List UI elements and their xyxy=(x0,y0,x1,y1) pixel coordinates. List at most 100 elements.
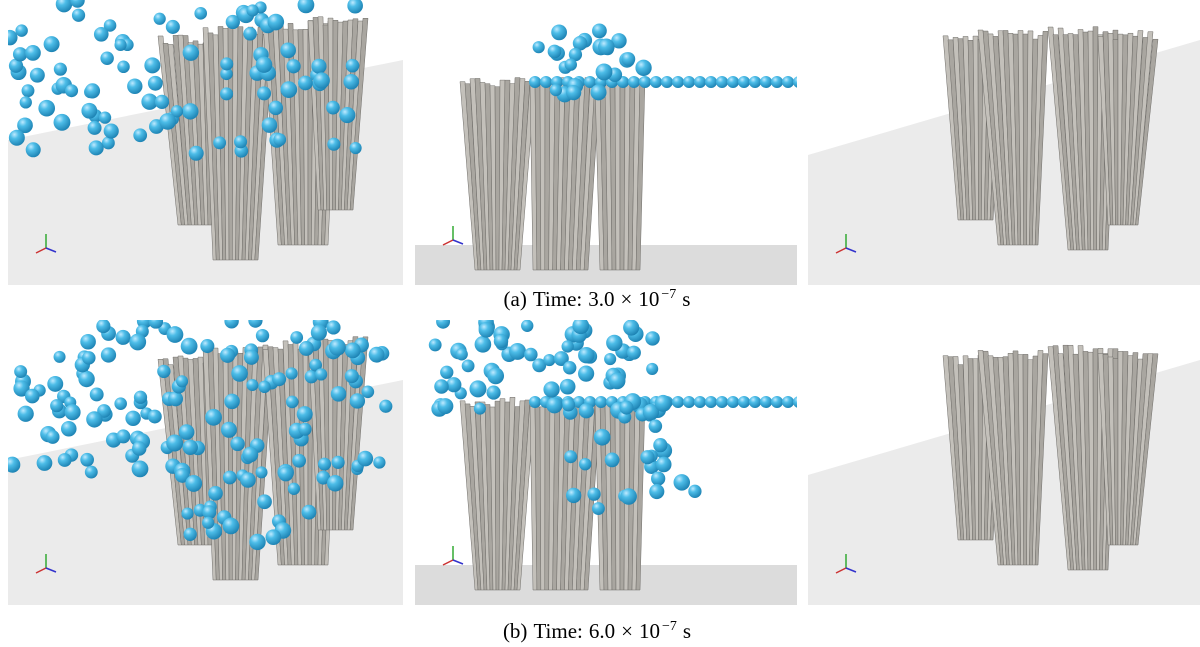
particle xyxy=(65,84,79,98)
axis-x xyxy=(442,559,454,566)
particle xyxy=(25,45,41,61)
particle xyxy=(639,76,651,88)
particle xyxy=(285,367,298,380)
particle xyxy=(147,409,162,424)
particle xyxy=(93,26,109,42)
particle xyxy=(170,105,184,118)
particle xyxy=(316,470,331,485)
particle xyxy=(64,404,81,421)
particle xyxy=(202,505,217,520)
particle xyxy=(36,455,53,471)
particle xyxy=(43,36,60,53)
particle xyxy=(529,396,541,408)
particle xyxy=(598,38,615,56)
particle xyxy=(132,441,147,456)
particle xyxy=(188,145,204,161)
particle xyxy=(47,375,64,392)
particle xyxy=(249,533,266,551)
particle xyxy=(716,396,728,408)
particle xyxy=(437,398,454,415)
particle xyxy=(606,334,623,352)
particle xyxy=(328,338,346,356)
particle xyxy=(182,103,199,120)
axis-y xyxy=(45,247,57,253)
particle xyxy=(568,47,583,62)
particle xyxy=(590,84,607,101)
particle xyxy=(304,370,318,384)
render-panel xyxy=(8,320,403,605)
particle xyxy=(478,322,495,338)
pillar xyxy=(1135,38,1159,226)
particle xyxy=(313,72,330,89)
particle xyxy=(234,135,248,149)
particle xyxy=(621,52,636,66)
particle xyxy=(716,76,728,88)
particle xyxy=(301,504,317,520)
particle xyxy=(314,368,328,381)
particle xyxy=(183,527,197,541)
particle xyxy=(326,475,344,492)
particle xyxy=(628,76,640,88)
particle xyxy=(486,385,501,400)
particle xyxy=(84,83,101,99)
particle xyxy=(180,337,198,355)
caption-times: × xyxy=(621,619,633,643)
particle xyxy=(620,488,637,505)
particle xyxy=(280,81,298,98)
particle xyxy=(243,349,259,365)
particle xyxy=(166,434,184,452)
particle xyxy=(157,364,171,379)
particle xyxy=(749,76,761,88)
particle xyxy=(87,120,102,135)
axis-y xyxy=(845,247,857,253)
particle xyxy=(205,408,222,426)
particle xyxy=(13,380,30,397)
particle xyxy=(115,329,131,345)
particle xyxy=(595,63,613,81)
particle xyxy=(343,73,360,90)
particle xyxy=(683,76,695,88)
pillar xyxy=(1034,353,1049,566)
particle xyxy=(103,123,119,139)
caption-base: 10 xyxy=(638,287,660,311)
particle xyxy=(727,76,739,88)
particle xyxy=(202,516,215,529)
particle xyxy=(255,328,270,343)
particle xyxy=(760,396,772,408)
particle xyxy=(349,141,362,155)
axis-x xyxy=(35,247,47,254)
particle xyxy=(117,60,130,74)
particle xyxy=(653,438,668,453)
particle xyxy=(782,76,794,88)
particle xyxy=(71,8,86,22)
particle xyxy=(8,58,24,73)
particle xyxy=(646,362,659,375)
particle xyxy=(285,395,299,409)
render-panel xyxy=(415,0,797,285)
particle xyxy=(166,326,184,343)
particle xyxy=(240,472,256,488)
particle xyxy=(224,393,240,410)
particle xyxy=(165,19,180,34)
particle xyxy=(60,420,77,437)
particle xyxy=(168,391,184,407)
particle xyxy=(379,399,393,413)
particle xyxy=(771,76,783,88)
particle xyxy=(176,375,189,388)
particle xyxy=(159,113,176,130)
caption-unit: s xyxy=(682,619,692,643)
particle xyxy=(286,59,301,74)
particle xyxy=(181,507,194,520)
particle xyxy=(114,38,127,52)
particle xyxy=(446,377,462,393)
caption-text: Time: xyxy=(532,287,583,311)
particle xyxy=(619,400,634,415)
particle xyxy=(604,353,617,366)
particle xyxy=(626,345,641,360)
particle xyxy=(473,402,486,415)
particle xyxy=(114,397,127,410)
axis-x xyxy=(835,567,847,574)
particle xyxy=(738,396,750,408)
particle xyxy=(559,378,576,395)
particle xyxy=(15,24,28,37)
